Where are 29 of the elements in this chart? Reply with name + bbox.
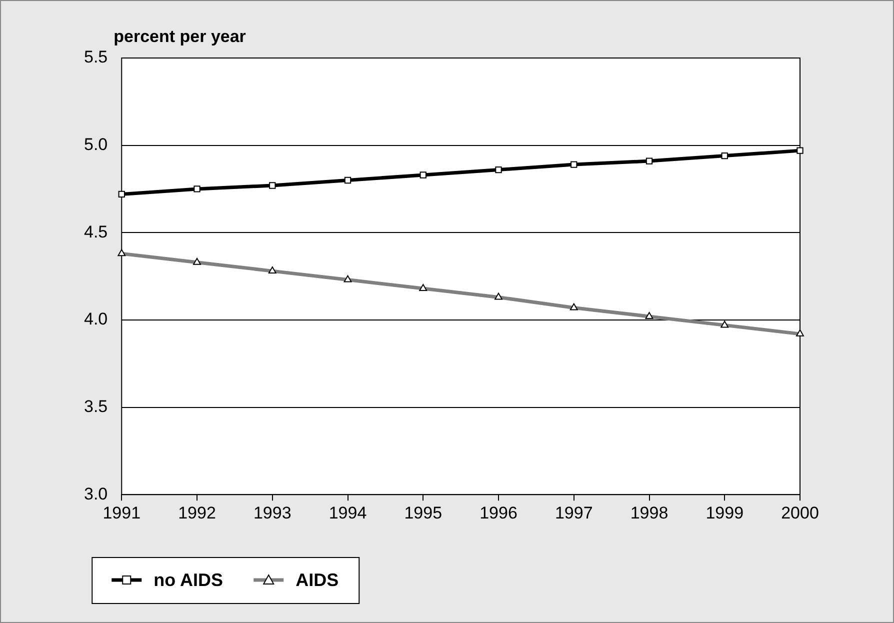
x-tick-label: 1996 (480, 503, 518, 522)
y-tick-label: 4.5 (84, 222, 108, 242)
point (796, 147, 804, 154)
point (344, 176, 352, 184)
y-tick-label: 3.0 (84, 484, 108, 504)
y-tick-label: 3.5 (84, 396, 108, 416)
x-tick-label: 1991 (102, 503, 141, 522)
x-tick-label: 2000 (781, 503, 819, 522)
y-tick-label: 4.0 (84, 310, 108, 329)
point (570, 161, 578, 168)
x-tick-label: 1992 (178, 503, 216, 522)
point (420, 172, 426, 178)
x-tick-label: 1993 (253, 503, 292, 522)
x-tick-label: 1995 (404, 503, 442, 522)
x-tick-label: 1994 (328, 503, 367, 522)
point (194, 186, 200, 192)
legend-label: no AIDS (154, 570, 223, 590)
point (495, 166, 502, 174)
point (269, 182, 276, 189)
x-tick-label: 1999 (706, 503, 744, 522)
x-tick-label: 1998 (630, 503, 668, 522)
y-tick-label: 5.0 (84, 135, 108, 154)
y-axis-title: percent per year (114, 27, 246, 46)
y-tick-label: 5.5 (84, 48, 108, 67)
legend-label: AIDS (296, 570, 339, 590)
point (721, 152, 728, 160)
point (646, 158, 653, 164)
x-tick-label: 1997 (554, 503, 593, 522)
point (118, 190, 125, 198)
